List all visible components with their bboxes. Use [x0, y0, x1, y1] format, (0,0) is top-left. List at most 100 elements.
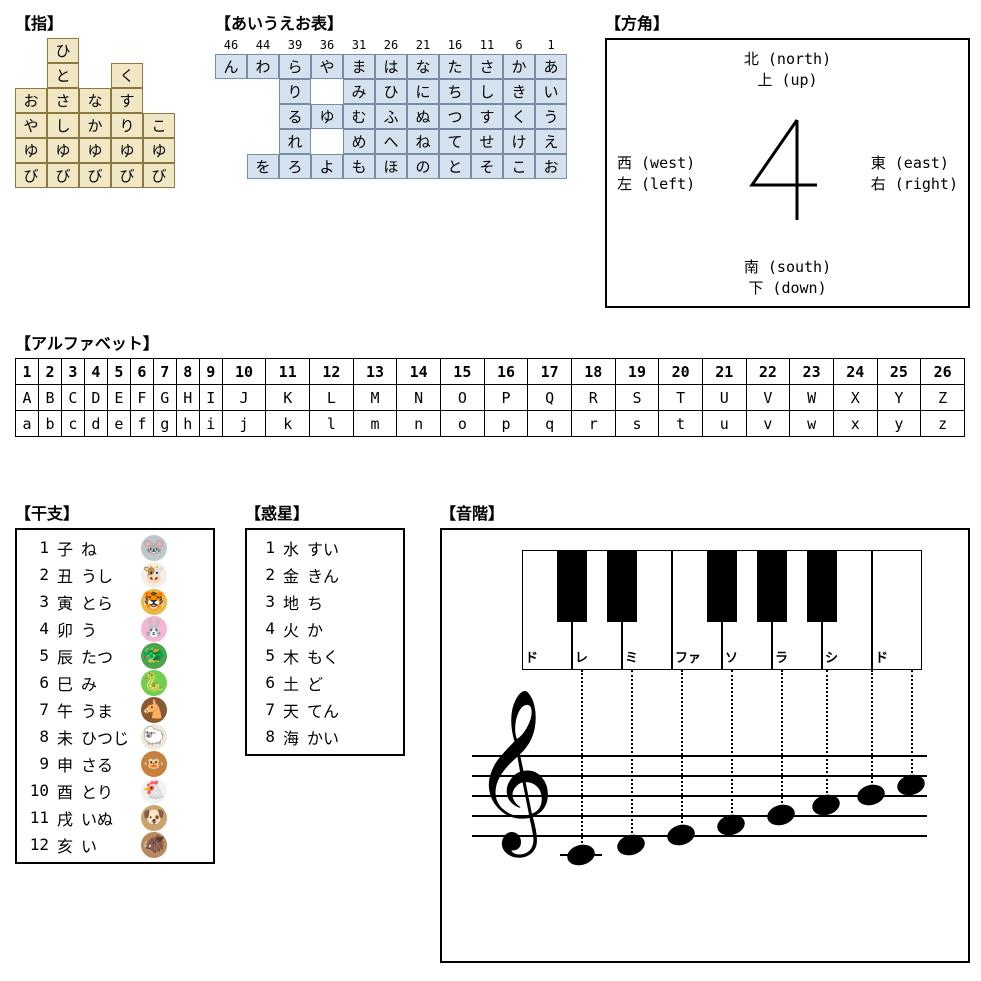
alpha-cell: 4: [84, 359, 107, 385]
note: [765, 802, 797, 829]
alpha-cell: j: [222, 411, 266, 437]
connector-line: [581, 670, 583, 855]
zodiac-section: 【干支】 1子ね🐭2丑うし🐮3寅とら🐯4卯う🐰5辰たつ🐲6巳み🐍7午うま🐴8未ひ…: [15, 500, 215, 864]
planet-num: 8: [255, 727, 275, 746]
hiragana-cell: ゆ: [311, 104, 343, 129]
alpha-cell: I: [199, 385, 222, 411]
planet-row: 8海かい: [255, 723, 395, 750]
zodiac-icon: 🐗: [141, 832, 167, 858]
zodiac-row: 11戌いぬ🐶: [25, 804, 205, 831]
planet-reading: か: [307, 617, 323, 641]
hiragana-cell: ん: [215, 54, 247, 79]
planet-row: 1水すい: [255, 534, 395, 561]
hiragana-cell: に: [407, 79, 439, 104]
planet-kanji: 地: [283, 590, 307, 614]
zodiac-kanji: 卯: [57, 617, 81, 641]
hiragana-cell: お: [535, 154, 567, 179]
hiragana-cell: を: [247, 154, 279, 179]
planet-kanji: 海: [283, 725, 307, 749]
alphabet-section: 【アルファベット】 123456789101112131415161718192…: [15, 330, 965, 437]
planet-row: 4火か: [255, 615, 395, 642]
hiragana-cell: け: [503, 129, 535, 154]
zodiac-reading: とり: [81, 779, 141, 803]
zodiac-reading: とら: [81, 590, 141, 614]
finger-cell: や: [15, 113, 47, 138]
alpha-cell: C: [61, 385, 84, 411]
planet-section: 【惑星】 1水すい2金きん3地ち4火か5木もく6土ど7天てん8海かい: [245, 500, 405, 756]
alpha-cell: x: [833, 411, 877, 437]
alpha-cell: s: [615, 411, 659, 437]
planet-title: 【惑星】: [245, 500, 405, 524]
alpha-cell: i: [199, 411, 222, 437]
zodiac-num: 3: [25, 592, 49, 611]
music-staff: 𝄞: [472, 695, 927, 885]
hiragana-cell: し: [471, 79, 503, 104]
alpha-cell: 20: [659, 359, 703, 385]
alpha-cell: 21: [702, 359, 746, 385]
key-label: ド: [872, 647, 922, 666]
finger-cell: り: [111, 113, 143, 138]
alpha-cell: T: [659, 385, 703, 411]
planet-num: 7: [255, 700, 275, 719]
planet-row: 7天てん: [255, 696, 395, 723]
zodiac-num: 4: [25, 619, 49, 638]
finger-cell: く: [111, 63, 143, 88]
zodiac-row: 3寅とら🐯: [25, 588, 205, 615]
alpha-cell: B: [38, 385, 61, 411]
zodiac-kanji: 子: [57, 536, 81, 560]
zodiac-num: 10: [25, 781, 49, 800]
treble-clef-icon: 𝄞: [472, 701, 555, 841]
alpha-cell: 8: [176, 359, 199, 385]
north-label: 北 (north): [744, 50, 831, 68]
alpha-cell: q: [528, 411, 572, 437]
hiragana-cell: よ: [311, 154, 343, 179]
finger-title: 【指】: [15, 10, 175, 34]
connector-line: [871, 670, 873, 795]
finger-cell: と: [47, 63, 79, 88]
zodiac-reading: う: [81, 617, 141, 641]
hiragana-cell: ふ: [375, 104, 407, 129]
key-label: ド: [522, 647, 572, 666]
direction-title: 【方角】: [605, 10, 970, 34]
zodiac-reading: い: [81, 833, 141, 857]
hiragana-cell: す: [471, 104, 503, 129]
black-key: [757, 550, 787, 622]
planet-row: 6土ど: [255, 669, 395, 696]
hiragana-cell: こ: [503, 154, 535, 179]
alpha-cell: h: [176, 411, 199, 437]
alpha-cell: R: [571, 385, 615, 411]
planet-reading: ち: [307, 590, 323, 614]
alpha-cell: e: [107, 411, 130, 437]
zodiac-row: 9申さる🐵: [25, 750, 205, 777]
alpha-cell: m: [353, 411, 397, 437]
zodiac-icon: 🐰: [141, 616, 167, 642]
hiragana-col-num: 1: [535, 38, 567, 52]
zodiac-kanji: 辰: [57, 644, 81, 668]
planet-kanji: 天: [283, 698, 307, 722]
connector-line: [826, 670, 828, 805]
hiragana-cell: む: [343, 104, 375, 129]
planet-reading: てん: [307, 698, 339, 722]
hiragana-cell: ま: [343, 54, 375, 79]
alpha-cell: 2: [38, 359, 61, 385]
hiragana-col-num: 21: [407, 38, 439, 52]
alpha-cell: n: [397, 411, 441, 437]
planet-num: 1: [255, 538, 275, 557]
zodiac-num: 12: [25, 835, 49, 854]
west-label: 西 (west): [617, 154, 695, 172]
zodiac-reading: いぬ: [81, 806, 141, 830]
zodiac-kanji: 寅: [57, 590, 81, 614]
alpha-cell: P: [484, 385, 528, 411]
hiragana-cell: ぬ: [407, 104, 439, 129]
key-label: レ: [572, 647, 622, 666]
planet-num: 2: [255, 565, 275, 584]
alpha-cell: d: [84, 411, 107, 437]
alpha-cell: N: [397, 385, 441, 411]
zodiac-icon: 🐍: [141, 670, 167, 696]
black-key: [607, 550, 637, 622]
zodiac-kanji: 午: [57, 698, 81, 722]
zodiac-kanji: 戌: [57, 806, 81, 830]
zodiac-reading: うま: [81, 698, 141, 722]
planet-num: 5: [255, 646, 275, 665]
key-label: ラ: [772, 647, 822, 666]
